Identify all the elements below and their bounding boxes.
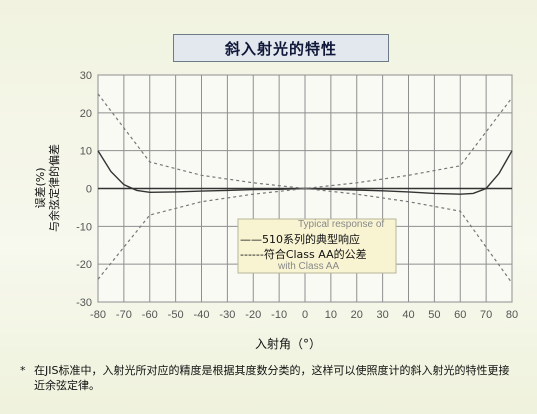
y-axis-label: 误差(%) xyxy=(33,167,47,208)
x-tick-label: 40 xyxy=(402,309,414,321)
footnote: * 在JIS标准中，入射光所对应的精度是根据其度数分类的，这样可以使照度计的斜入… xyxy=(20,363,520,393)
series-tolerance-line xyxy=(97,187,513,284)
x-tick-label: 70 xyxy=(480,309,492,321)
x-tick-label: 30 xyxy=(377,309,389,321)
legend-entry: ——510系列的典型响应 xyxy=(240,232,360,246)
x-tick-label: 20 xyxy=(351,309,363,321)
x-tick-label: -50 xyxy=(168,309,184,321)
legend-box xyxy=(237,218,397,274)
y-tick-label: -30 xyxy=(76,297,92,309)
legend-ghost-text: with Class AA xyxy=(277,261,339,272)
y-tick-label: 20 xyxy=(80,108,92,120)
slide-title-text: 斜入射光的特性 xyxy=(224,39,337,58)
x-tick-label: -80 xyxy=(90,309,106,321)
x-tick-label: -30 xyxy=(219,309,235,321)
y-tick-label: 30 xyxy=(80,70,92,82)
y-tick-label: 10 xyxy=(80,146,92,158)
x-tick-label: 0 xyxy=(302,309,308,321)
y-tick-label: -20 xyxy=(76,259,92,271)
y-axis-label-sub: 与余弦定律的偏差 xyxy=(47,144,61,232)
legend-ghost-text: Typical response of xyxy=(298,219,384,230)
x-tick-label: 10 xyxy=(325,309,337,321)
x-axis-label: 入射角（°） xyxy=(255,336,321,351)
x-tick-label: -60 xyxy=(142,309,158,321)
footnote-text: 在JIS标准中，入射光所对应的精度是根据其度数分类的，这样可以使照度计的斜入射光… xyxy=(34,364,510,392)
series-tolerance-line xyxy=(97,93,513,190)
x-tick-label: 80 xyxy=(506,309,518,321)
x-tick-label: -10 xyxy=(271,309,287,321)
y-tick-label: 0 xyxy=(86,184,92,196)
x-tick-label: -20 xyxy=(245,309,261,321)
legend-entry: ------符合Class AA的公差 xyxy=(240,247,367,261)
x-tick-label: 60 xyxy=(454,309,466,321)
y-tick-label: -10 xyxy=(76,221,92,233)
x-tick-label: -40 xyxy=(194,309,210,321)
footnote-marker: * xyxy=(20,364,26,377)
x-tick-label: -70 xyxy=(116,309,132,321)
x-tick-label: 50 xyxy=(428,309,440,321)
slide-title: 斜入射光的特性 xyxy=(173,34,389,62)
